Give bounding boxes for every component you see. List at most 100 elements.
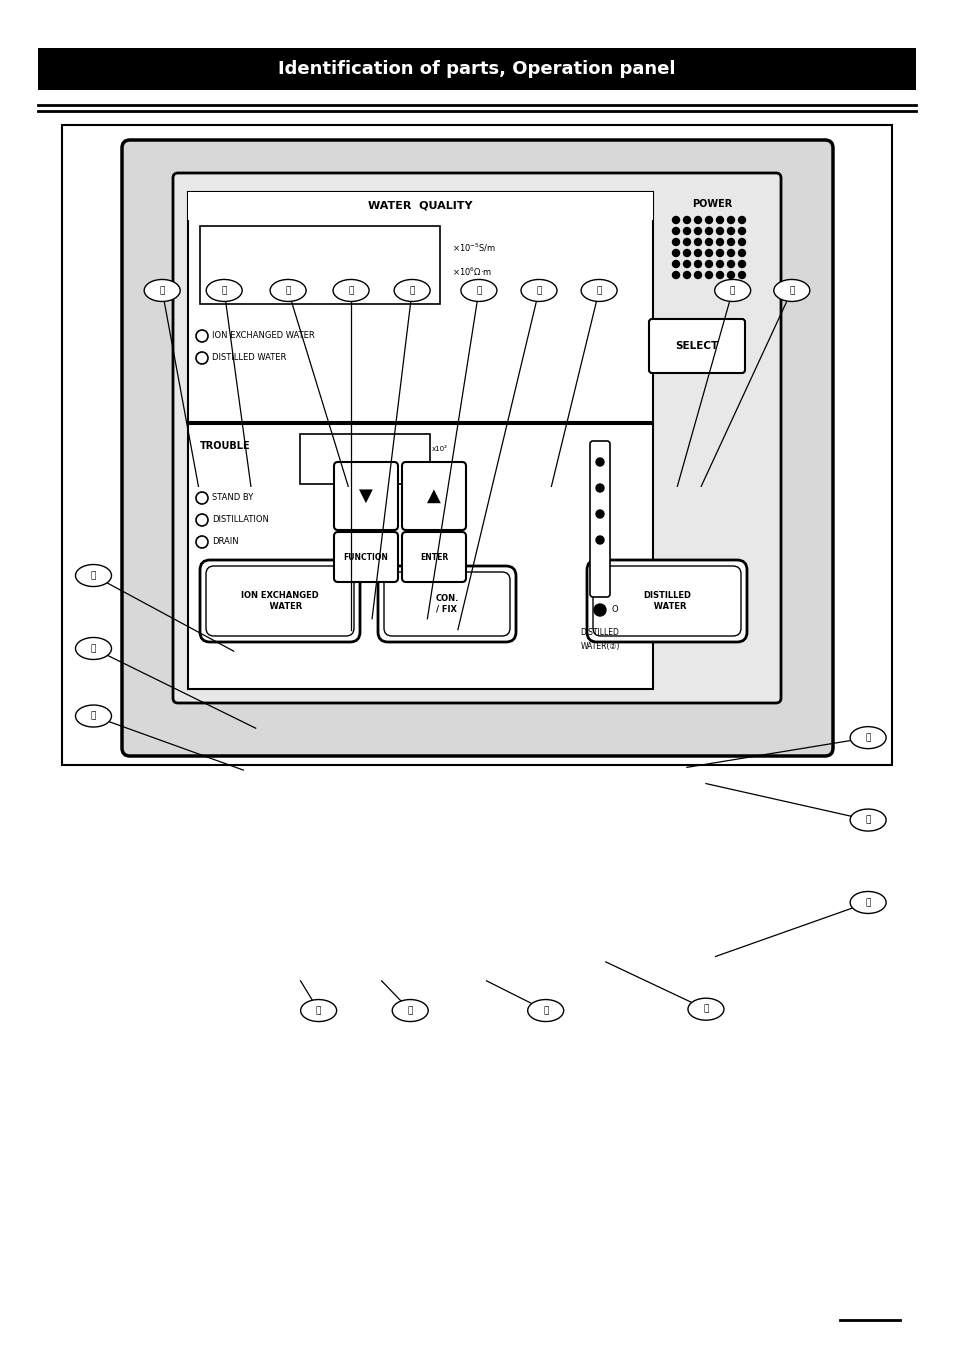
Circle shape — [682, 216, 690, 223]
Text: ④: ④ — [91, 712, 96, 720]
Circle shape — [716, 239, 722, 246]
Circle shape — [705, 250, 712, 257]
Ellipse shape — [75, 565, 112, 586]
Text: ⑥: ⑥ — [407, 1006, 413, 1015]
Circle shape — [716, 227, 722, 235]
Circle shape — [727, 261, 734, 267]
Text: ION EXCHANGED
    WATER: ION EXCHANGED WATER — [241, 592, 318, 611]
Circle shape — [672, 261, 679, 267]
Circle shape — [716, 250, 722, 257]
Circle shape — [682, 239, 690, 246]
Text: ⑰: ⑰ — [348, 286, 354, 295]
Ellipse shape — [144, 280, 180, 301]
Text: WATER(②): WATER(②) — [579, 642, 619, 651]
Circle shape — [672, 250, 679, 257]
Circle shape — [705, 227, 712, 235]
FancyBboxPatch shape — [401, 532, 465, 582]
Circle shape — [738, 216, 744, 223]
Circle shape — [694, 250, 700, 257]
Ellipse shape — [394, 280, 430, 301]
Circle shape — [694, 239, 700, 246]
Circle shape — [727, 227, 734, 235]
Text: ×10$^{6}$Ω·m: ×10$^{6}$Ω·m — [452, 266, 492, 278]
Circle shape — [594, 604, 605, 616]
FancyBboxPatch shape — [299, 434, 430, 484]
Text: POWER: POWER — [691, 199, 731, 209]
Ellipse shape — [849, 809, 885, 831]
Text: ⑧: ⑧ — [864, 734, 870, 742]
Text: ▲: ▲ — [427, 486, 440, 505]
Ellipse shape — [687, 998, 723, 1020]
Circle shape — [705, 261, 712, 267]
Text: DISTILLATION: DISTILLATION — [212, 516, 269, 524]
Circle shape — [727, 250, 734, 257]
Circle shape — [705, 272, 712, 278]
FancyBboxPatch shape — [122, 141, 832, 757]
Ellipse shape — [75, 705, 112, 727]
Text: O: O — [612, 605, 618, 615]
Circle shape — [716, 216, 722, 223]
Circle shape — [682, 250, 690, 257]
Circle shape — [716, 272, 722, 278]
Text: ⑫: ⑫ — [159, 286, 165, 295]
Ellipse shape — [527, 1000, 563, 1021]
Ellipse shape — [773, 280, 809, 301]
FancyBboxPatch shape — [188, 424, 652, 689]
FancyBboxPatch shape — [200, 226, 439, 304]
FancyBboxPatch shape — [62, 126, 891, 765]
Text: ⑮: ⑮ — [864, 816, 870, 824]
Circle shape — [682, 272, 690, 278]
Ellipse shape — [270, 280, 306, 301]
FancyBboxPatch shape — [200, 561, 359, 642]
Circle shape — [682, 227, 690, 235]
Circle shape — [727, 216, 734, 223]
Text: STAND BY: STAND BY — [212, 493, 253, 503]
Text: WATER  QUALITY: WATER QUALITY — [368, 201, 473, 211]
FancyBboxPatch shape — [589, 440, 609, 597]
Circle shape — [682, 261, 690, 267]
Text: ⑭: ⑭ — [729, 286, 735, 295]
Text: SELECT: SELECT — [675, 340, 718, 351]
Circle shape — [672, 227, 679, 235]
Text: CON.
/ FIX: CON. / FIX — [435, 594, 458, 613]
Circle shape — [694, 216, 700, 223]
Text: ⑱: ⑱ — [536, 286, 541, 295]
Text: ③: ③ — [864, 898, 870, 907]
Text: ⑩: ⑩ — [409, 286, 415, 295]
Text: ⑪: ⑪ — [221, 286, 227, 295]
FancyBboxPatch shape — [188, 192, 652, 220]
Ellipse shape — [333, 280, 369, 301]
Circle shape — [694, 261, 700, 267]
FancyBboxPatch shape — [206, 566, 354, 636]
Text: ▼: ▼ — [358, 486, 373, 505]
Circle shape — [716, 261, 722, 267]
Text: L: L — [437, 467, 441, 473]
FancyBboxPatch shape — [593, 566, 740, 636]
Circle shape — [672, 216, 679, 223]
Ellipse shape — [392, 1000, 428, 1021]
Text: ②: ② — [91, 571, 96, 580]
Circle shape — [738, 250, 744, 257]
Text: DISTILLED
  WATER: DISTILLED WATER — [642, 592, 690, 611]
Text: ⑬: ⑬ — [788, 286, 794, 295]
FancyBboxPatch shape — [334, 532, 397, 582]
FancyBboxPatch shape — [188, 192, 652, 422]
Circle shape — [596, 458, 603, 466]
Ellipse shape — [520, 280, 557, 301]
Circle shape — [694, 272, 700, 278]
Text: ×10$^{-5}$S/m: ×10$^{-5}$S/m — [452, 242, 496, 254]
Text: ⑲: ⑲ — [596, 286, 601, 295]
FancyBboxPatch shape — [38, 49, 915, 91]
Text: DISTILLED: DISTILLED — [580, 628, 618, 638]
Text: ⑦: ⑦ — [91, 644, 96, 653]
Text: FUNCTION: FUNCTION — [343, 553, 388, 562]
Ellipse shape — [75, 638, 112, 659]
Text: ①: ① — [702, 1005, 708, 1013]
FancyBboxPatch shape — [172, 173, 781, 703]
FancyBboxPatch shape — [648, 319, 744, 373]
Circle shape — [727, 272, 734, 278]
Text: x10²: x10² — [432, 446, 448, 453]
Text: DISTILLED WATER: DISTILLED WATER — [212, 354, 286, 362]
FancyBboxPatch shape — [384, 571, 510, 636]
FancyBboxPatch shape — [586, 561, 746, 642]
